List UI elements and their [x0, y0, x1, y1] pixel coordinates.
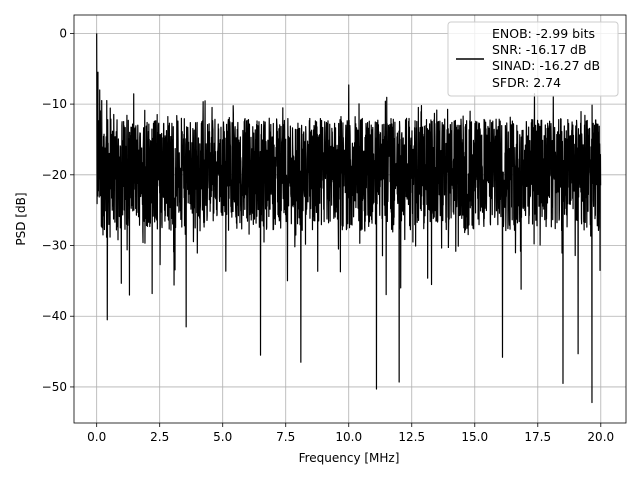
- x-tick-label: 12.5: [398, 430, 425, 444]
- y-tick-label: −30: [42, 239, 67, 253]
- x-tick-label: 10.0: [335, 430, 362, 444]
- x-tick-label: 17.5: [524, 430, 551, 444]
- legend-sinad: SINAD: -16.27 dB: [492, 58, 600, 73]
- plot-area-border: [73, 14, 627, 424]
- y-tick-label: −10: [42, 97, 67, 111]
- legend: ENOB: -2.99 bits SNR: -16.17 dB SINAD: -…: [447, 21, 619, 97]
- axes-frame: [73, 14, 627, 424]
- y-axis-label: PSD [dB]: [14, 192, 28, 245]
- y-tick-label: −20: [42, 168, 67, 182]
- y-tick-label: 0: [59, 26, 67, 40]
- x-tick-label: 15.0: [461, 430, 488, 444]
- legend-box: [447, 21, 619, 97]
- x-tick-label: 7.5: [276, 430, 295, 444]
- x-axis-label: Frequency [MHz]: [299, 451, 400, 465]
- y-axis-ticks: 0 −10 −20 −30 −40 −50: [42, 26, 74, 394]
- series-group: [96, 33, 602, 404]
- x-tick-label: 5.0: [213, 430, 232, 444]
- y-tick-label: −50: [42, 380, 67, 394]
- legend-sfdr: SFDR: 2.74: [492, 75, 561, 90]
- x-tick-label: 0.0: [87, 430, 106, 444]
- legend-enob: ENOB: -2.99 bits: [492, 26, 595, 41]
- legend-snr: SNR: -16.17 dB: [492, 42, 587, 57]
- x-tick-label: 2.5: [150, 430, 169, 444]
- y-tick-label: −40: [42, 309, 67, 323]
- x-axis-ticks: 0.0 2.5 5.0 7.5 10.0 12.5 15.0 17.5 20.0: [87, 423, 614, 444]
- psd-line: [96, 33, 602, 404]
- x-tick-label: 20.0: [587, 430, 614, 444]
